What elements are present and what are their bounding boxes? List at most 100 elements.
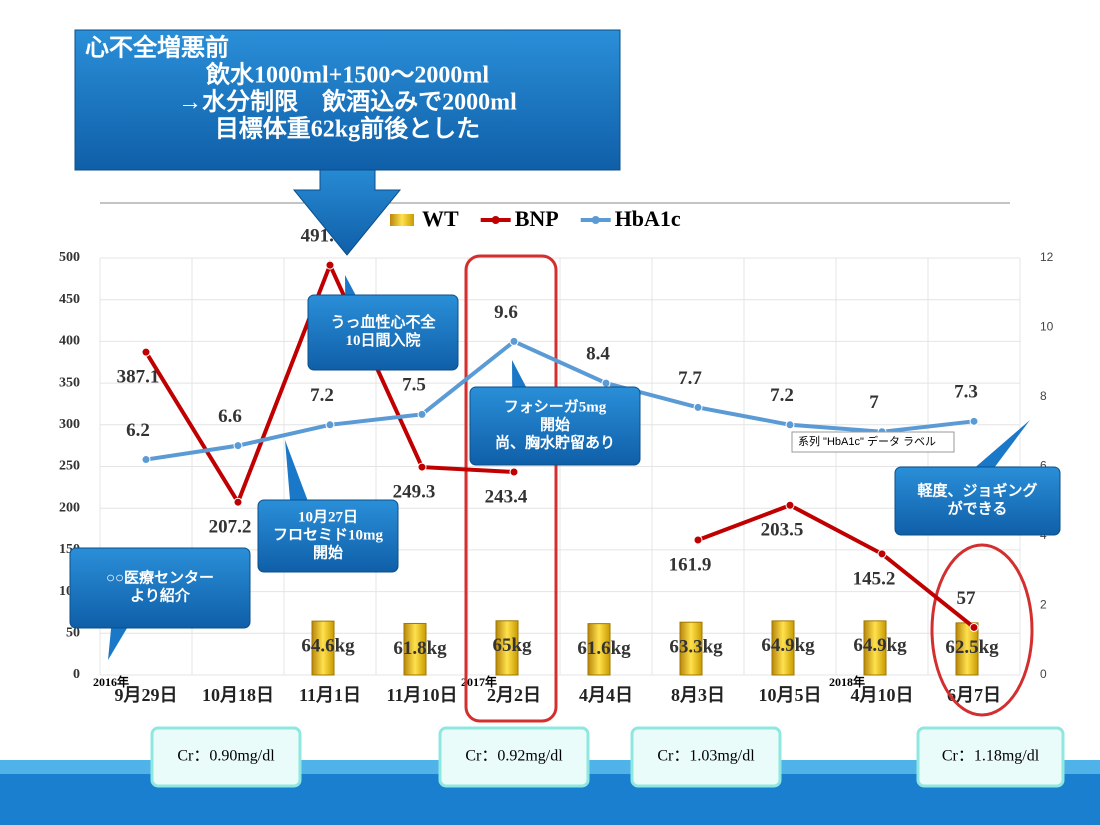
y2-tick-label: 2	[1040, 598, 1047, 612]
highlight-box	[464, 254, 558, 723]
value-label: 57	[957, 588, 977, 609]
callout-box	[894, 466, 1061, 536]
bar-label: 61.6kg	[577, 638, 631, 659]
x-tick-label: 11月10日	[386, 685, 457, 705]
legend-label: BNP	[515, 206, 559, 231]
bar	[311, 620, 335, 676]
legend-dot	[491, 216, 500, 224]
callout-box	[74, 29, 621, 171]
cr-box	[630, 726, 782, 788]
legend-label: HbA1c	[615, 206, 681, 231]
bar	[587, 623, 611, 676]
legend-label: WT	[422, 206, 459, 231]
bar-label: 65kg	[492, 635, 532, 656]
bar	[495, 620, 519, 676]
highlight-ellipse	[930, 543, 1034, 717]
x-tick-label: 10月18日	[202, 685, 274, 705]
x-tick-label: 4月10日	[851, 685, 914, 705]
callout-box	[307, 294, 459, 371]
bar-label: 63.3kg	[669, 637, 723, 658]
point	[509, 467, 519, 477]
line	[697, 503, 976, 630]
value-label: 145.2	[853, 568, 896, 589]
x-tick-label: 8月3日	[671, 685, 725, 705]
y-tick-label: 250	[59, 459, 80, 474]
line	[145, 339, 975, 462]
point	[969, 416, 979, 426]
point	[877, 549, 887, 559]
x-tick-label: 6月7日	[947, 685, 1001, 705]
y2-tick-label: 0	[1040, 667, 1047, 681]
tooltip-box	[791, 431, 955, 453]
callout-text: 尚、胸水貯留あり	[495, 433, 615, 451]
value-label: 7.3	[954, 382, 978, 403]
point	[141, 455, 151, 465]
point	[417, 409, 427, 419]
callout-text: 心不全増悪前	[85, 34, 229, 62]
y-tick-label: 400	[59, 334, 80, 349]
callout-box	[469, 386, 641, 466]
point	[785, 500, 795, 510]
cr-label: Cr：1.18mg/dl	[942, 748, 1040, 765]
x-tick-label: 4月4日	[579, 685, 633, 705]
cr-label: Cr：1.03mg/dl	[657, 748, 755, 765]
legend-swatch	[390, 214, 414, 226]
bar-label: 64.9kg	[853, 635, 907, 656]
value-label: 8.4	[586, 343, 610, 364]
year-label: 2018年	[829, 674, 865, 689]
y-tick-label: 350	[59, 375, 80, 390]
cr-box	[916, 726, 1065, 788]
bar	[679, 621, 703, 676]
callout-text: 目標体重62kg前後とした	[215, 115, 480, 143]
point	[417, 462, 427, 472]
cr-box	[438, 726, 590, 788]
point	[693, 535, 703, 545]
callout-text: 開始	[540, 415, 570, 433]
cr-label: Cr：0.90mg/dl	[177, 748, 275, 765]
value-label: 387.1	[117, 367, 160, 388]
y-tick-label: 50	[66, 626, 80, 641]
x-tick-label: 10月5日	[759, 685, 822, 705]
value-label: 203.5	[761, 520, 804, 541]
callout-box	[69, 547, 251, 629]
value-label: 7	[869, 392, 879, 413]
value-label: 6.2	[126, 420, 150, 441]
callout-text: 軽度、ジョギング	[917, 481, 1037, 499]
y-tick-label: 200	[59, 500, 80, 515]
point	[601, 378, 611, 388]
bar	[771, 620, 795, 676]
value-label: 249.3	[393, 481, 436, 502]
callout-text: ○○医療センター	[106, 568, 214, 586]
point	[141, 347, 151, 357]
callout-text: 10日間入院	[345, 331, 420, 349]
point	[233, 497, 243, 507]
y2-tick-label: 10	[1040, 320, 1054, 334]
callout-text: フォシーガ5mg	[504, 398, 607, 415]
x-tick-label: 9月29日	[115, 685, 178, 705]
value-label: 7.2	[310, 385, 334, 406]
bar-label: 64.9kg	[761, 635, 815, 656]
point	[509, 336, 519, 346]
bar	[863, 620, 887, 676]
value-label: 7.5	[402, 375, 426, 396]
y-tick-label: 300	[59, 417, 80, 432]
cr-label: Cr：0.92mg/dl	[465, 748, 563, 765]
callout-text: 10月27日	[298, 508, 358, 525]
callout-text: フロセミド10mg	[273, 526, 383, 543]
point	[325, 260, 335, 270]
cr-box	[150, 726, 302, 788]
bar-label: 61.8kg	[393, 638, 447, 659]
bar	[403, 622, 427, 676]
year-label: 2017年	[461, 674, 497, 689]
point	[325, 420, 335, 430]
y-tick-label: 0	[73, 667, 80, 682]
point	[233, 441, 243, 451]
y-tick-label: 450	[59, 292, 80, 307]
y-tick-label: 500	[59, 250, 80, 265]
value-label: 7.7	[678, 368, 702, 389]
y2-tick-label: 8	[1040, 389, 1047, 403]
callout-text: 飲水1000ml+1500～2000ml	[205, 61, 489, 89]
bar-label: 62.5kg	[945, 637, 999, 658]
value-label: 207.2	[209, 517, 252, 538]
